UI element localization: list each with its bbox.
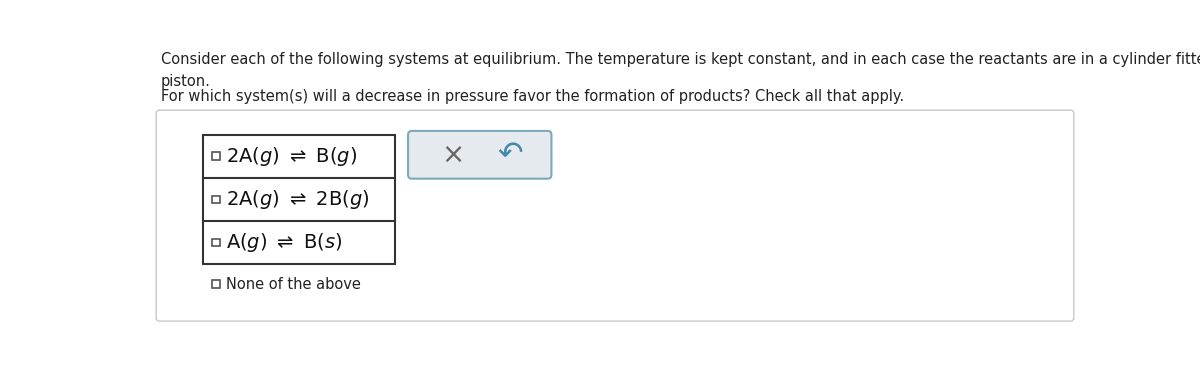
Text: For which system(s) will a decrease in pressure favor the formation of products?: For which system(s) will a decrease in p… [161,89,904,104]
Text: 2A$(g)$ $\rightleftharpoons$ 2B$(g)$: 2A$(g)$ $\rightleftharpoons$ 2B$(g)$ [226,188,370,211]
Bar [212,153,220,160]
Bar [212,239,220,246]
Bar [212,195,220,203]
Text: ↶: ↶ [497,140,522,169]
Bar [212,280,220,288]
FancyBboxPatch shape [408,131,552,179]
Bar [203,135,395,264]
Text: ×: × [442,141,464,169]
Text: A$(g)$ $\rightleftharpoons$ B$(s)$: A$(g)$ $\rightleftharpoons$ B$(s)$ [226,231,342,254]
Text: Consider each of the following systems at equilibrium. The temperature is kept c: Consider each of the following systems a… [161,52,1200,89]
FancyBboxPatch shape [156,110,1074,321]
Text: 2A$(g)$ $\rightleftharpoons$ B$(g)$: 2A$(g)$ $\rightleftharpoons$ B$(g)$ [226,145,356,168]
Text: None of the above: None of the above [226,277,361,292]
